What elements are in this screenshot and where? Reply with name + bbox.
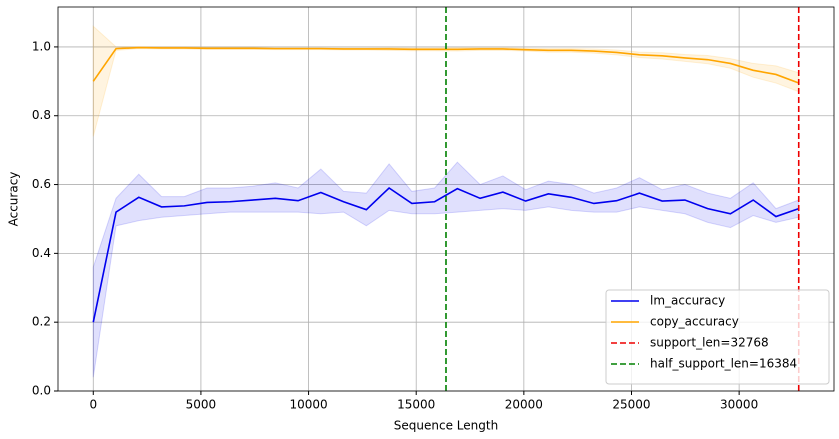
legend-label: support_len=32768 (650, 336, 769, 350)
x-tick-label: 15000 (397, 398, 435, 412)
x-tick-label: 10000 (289, 398, 327, 412)
y-tick-label: 0.8 (32, 108, 51, 122)
x-tick-label: 5000 (186, 398, 217, 412)
x-tick-label: 30000 (720, 398, 758, 412)
y-tick-label: 0.6 (32, 177, 51, 191)
legend-label: copy_accuracy (650, 315, 739, 329)
y-tick-label: 0.0 (32, 384, 51, 398)
line (92, 46, 800, 84)
line (92, 186, 799, 323)
x-axis-label: Sequence Length (394, 419, 498, 433)
y-tick-label: 0.4 (32, 246, 51, 260)
y-axis-label: Accuracy (7, 172, 21, 227)
y-tick-label: 0.2 (32, 315, 51, 329)
plot-frame (57, 6, 835, 392)
legend-label: lm_accuracy (650, 294, 725, 308)
x-tick-label: 0 (89, 398, 97, 412)
x-tick-label: 20000 (505, 398, 543, 412)
legend-label: half_support_len=16384 (650, 357, 797, 371)
legend-box (605, 289, 830, 385)
x-tick-label: 25000 (612, 398, 650, 412)
y-tick-label: 1.0 (32, 39, 51, 53)
